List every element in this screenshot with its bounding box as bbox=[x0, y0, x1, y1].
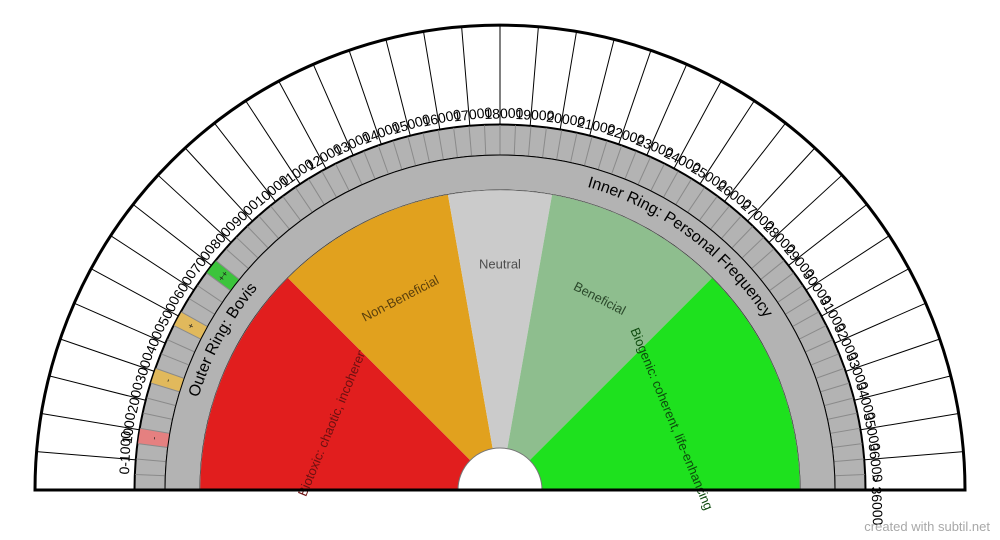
inner-segment-label: Neutral bbox=[479, 256, 521, 271]
bovis-dial: 0-10001000200030004000500060007000800090… bbox=[0, 0, 1000, 540]
credit-text: created with subtil.net bbox=[864, 519, 990, 534]
